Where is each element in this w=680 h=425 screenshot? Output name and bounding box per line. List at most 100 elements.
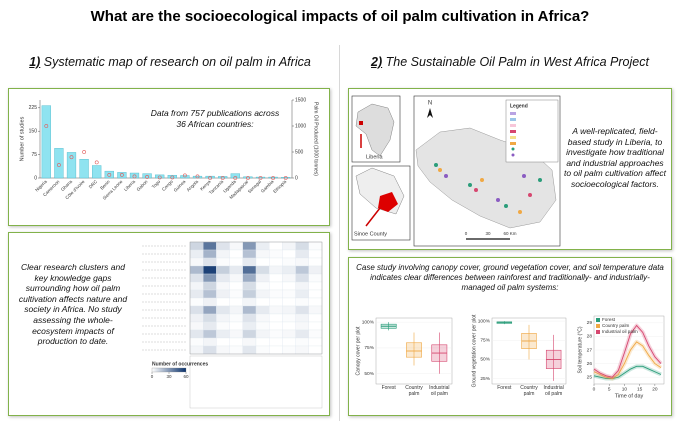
heatmap-cell xyxy=(203,321,217,331)
map-plots xyxy=(434,163,542,214)
production-point xyxy=(82,150,87,154)
heatmap-cell xyxy=(255,321,270,331)
heatmap-cell xyxy=(216,321,230,331)
inset-label: Liberia xyxy=(366,154,383,160)
heatmap-cell xyxy=(229,249,243,259)
heatmap-cell xyxy=(229,337,243,347)
map-legend-title: Legend xyxy=(510,103,528,109)
y-tick-label: 25% xyxy=(480,376,490,382)
heatmap-cell xyxy=(282,241,296,251)
x-tick-label: Forest xyxy=(381,385,396,391)
heatmap-cell xyxy=(216,273,230,283)
scale-label: 60 Km xyxy=(503,231,516,236)
bar xyxy=(155,174,165,179)
heatmap-cell xyxy=(282,249,296,259)
heatmap-cell xyxy=(282,329,296,339)
heatmap-cell xyxy=(242,257,257,267)
bar xyxy=(104,170,114,179)
heatmap-cell xyxy=(269,297,283,307)
heatmap-cell xyxy=(269,321,283,331)
study-text: A well-replicated, field-based study in … xyxy=(563,126,667,189)
heatmap-cell xyxy=(308,273,323,283)
heatmap-cell xyxy=(255,249,270,259)
heatmap-cell xyxy=(269,345,283,355)
column-labels-area xyxy=(189,355,323,409)
y2-tick-label: 500 xyxy=(295,149,304,155)
production-point xyxy=(94,160,99,165)
heatmap-cell xyxy=(269,305,283,315)
heatmap-cell xyxy=(203,273,217,283)
bar xyxy=(281,177,291,179)
y-tick-label: 150 xyxy=(29,129,38,135)
heatmap-cell xyxy=(203,281,217,291)
inset-arrow xyxy=(365,207,381,227)
heatmap-cell xyxy=(189,345,204,355)
y-tick-label: 50% xyxy=(480,357,490,363)
bar xyxy=(268,176,278,179)
production-point xyxy=(182,173,187,178)
x-tick-label: Country palm xyxy=(405,385,423,397)
legend-label: Country palm xyxy=(602,323,629,328)
heatmap-cell xyxy=(203,329,217,339)
x-tick-label: 5 xyxy=(608,386,611,392)
heatmap-cell xyxy=(308,313,323,323)
colorbar-tick-label: 30 xyxy=(166,374,172,379)
heatmap-cell xyxy=(216,313,230,323)
heatmap-cell xyxy=(295,345,309,355)
heatmap-cell xyxy=(308,249,323,259)
heatmap-cell xyxy=(189,241,204,251)
heatmap-cell xyxy=(308,337,323,347)
heatmap-cell xyxy=(295,297,309,307)
bar-annotation: Data from 757 publications across 36 Afr… xyxy=(150,108,280,129)
heatmap-cell xyxy=(269,241,283,251)
scale-label: 0 xyxy=(465,231,468,236)
heatmap-cell xyxy=(189,337,204,347)
production-point xyxy=(145,175,150,179)
heatmap-cell xyxy=(242,289,257,299)
production-point xyxy=(233,176,238,180)
x-tick-label: Country palm xyxy=(520,385,538,397)
bar xyxy=(167,174,177,179)
y-tick-label: 225 xyxy=(29,105,38,111)
map-legend-swatches xyxy=(510,112,516,157)
production-point xyxy=(195,174,200,179)
map xyxy=(351,95,561,247)
heatmap-cell xyxy=(216,289,230,299)
bar xyxy=(92,165,102,179)
production-point xyxy=(157,175,162,180)
heatmap-cell xyxy=(295,249,309,259)
heatmap-cell xyxy=(269,289,283,299)
case-text: Case study involving canopy cover, groun… xyxy=(356,263,664,292)
production-point xyxy=(132,174,137,179)
x-tick-label: Angola xyxy=(186,179,200,193)
heatmap-cell xyxy=(282,297,296,307)
heatmap-cell xyxy=(189,305,204,315)
heatmap-cell xyxy=(255,241,270,251)
heatmap-cell xyxy=(255,305,270,315)
x-tick-label: Togo xyxy=(151,179,162,190)
heatmap-cell xyxy=(189,273,204,283)
heatmap-cell xyxy=(203,257,217,267)
legend-swatch xyxy=(596,318,600,322)
box xyxy=(406,342,422,358)
heatmap-cell xyxy=(269,257,283,267)
line xyxy=(593,365,662,380)
heatmap-cell xyxy=(295,321,309,331)
heatmap-cell xyxy=(255,273,270,283)
heatmap-cell xyxy=(269,249,283,259)
heatmap-cell xyxy=(295,257,309,267)
heatmap-cell xyxy=(242,329,257,339)
heatmap-cell xyxy=(203,265,217,275)
heatmap-cell xyxy=(295,313,309,323)
x-tick-label: 0 xyxy=(593,386,596,392)
heatmap-cell xyxy=(269,265,283,275)
heatmap-cell xyxy=(255,281,270,291)
heatmap-cell xyxy=(242,313,257,323)
colorbar xyxy=(151,367,187,373)
heatmap-cell xyxy=(295,241,309,251)
y2-axis-label: Palm Oil Produced (1000 tonnes) xyxy=(313,102,319,176)
bar xyxy=(66,152,77,179)
heatmap-cell xyxy=(295,305,309,315)
x-tick-label: Gabon xyxy=(136,179,149,192)
heatmap-cell xyxy=(308,241,323,251)
